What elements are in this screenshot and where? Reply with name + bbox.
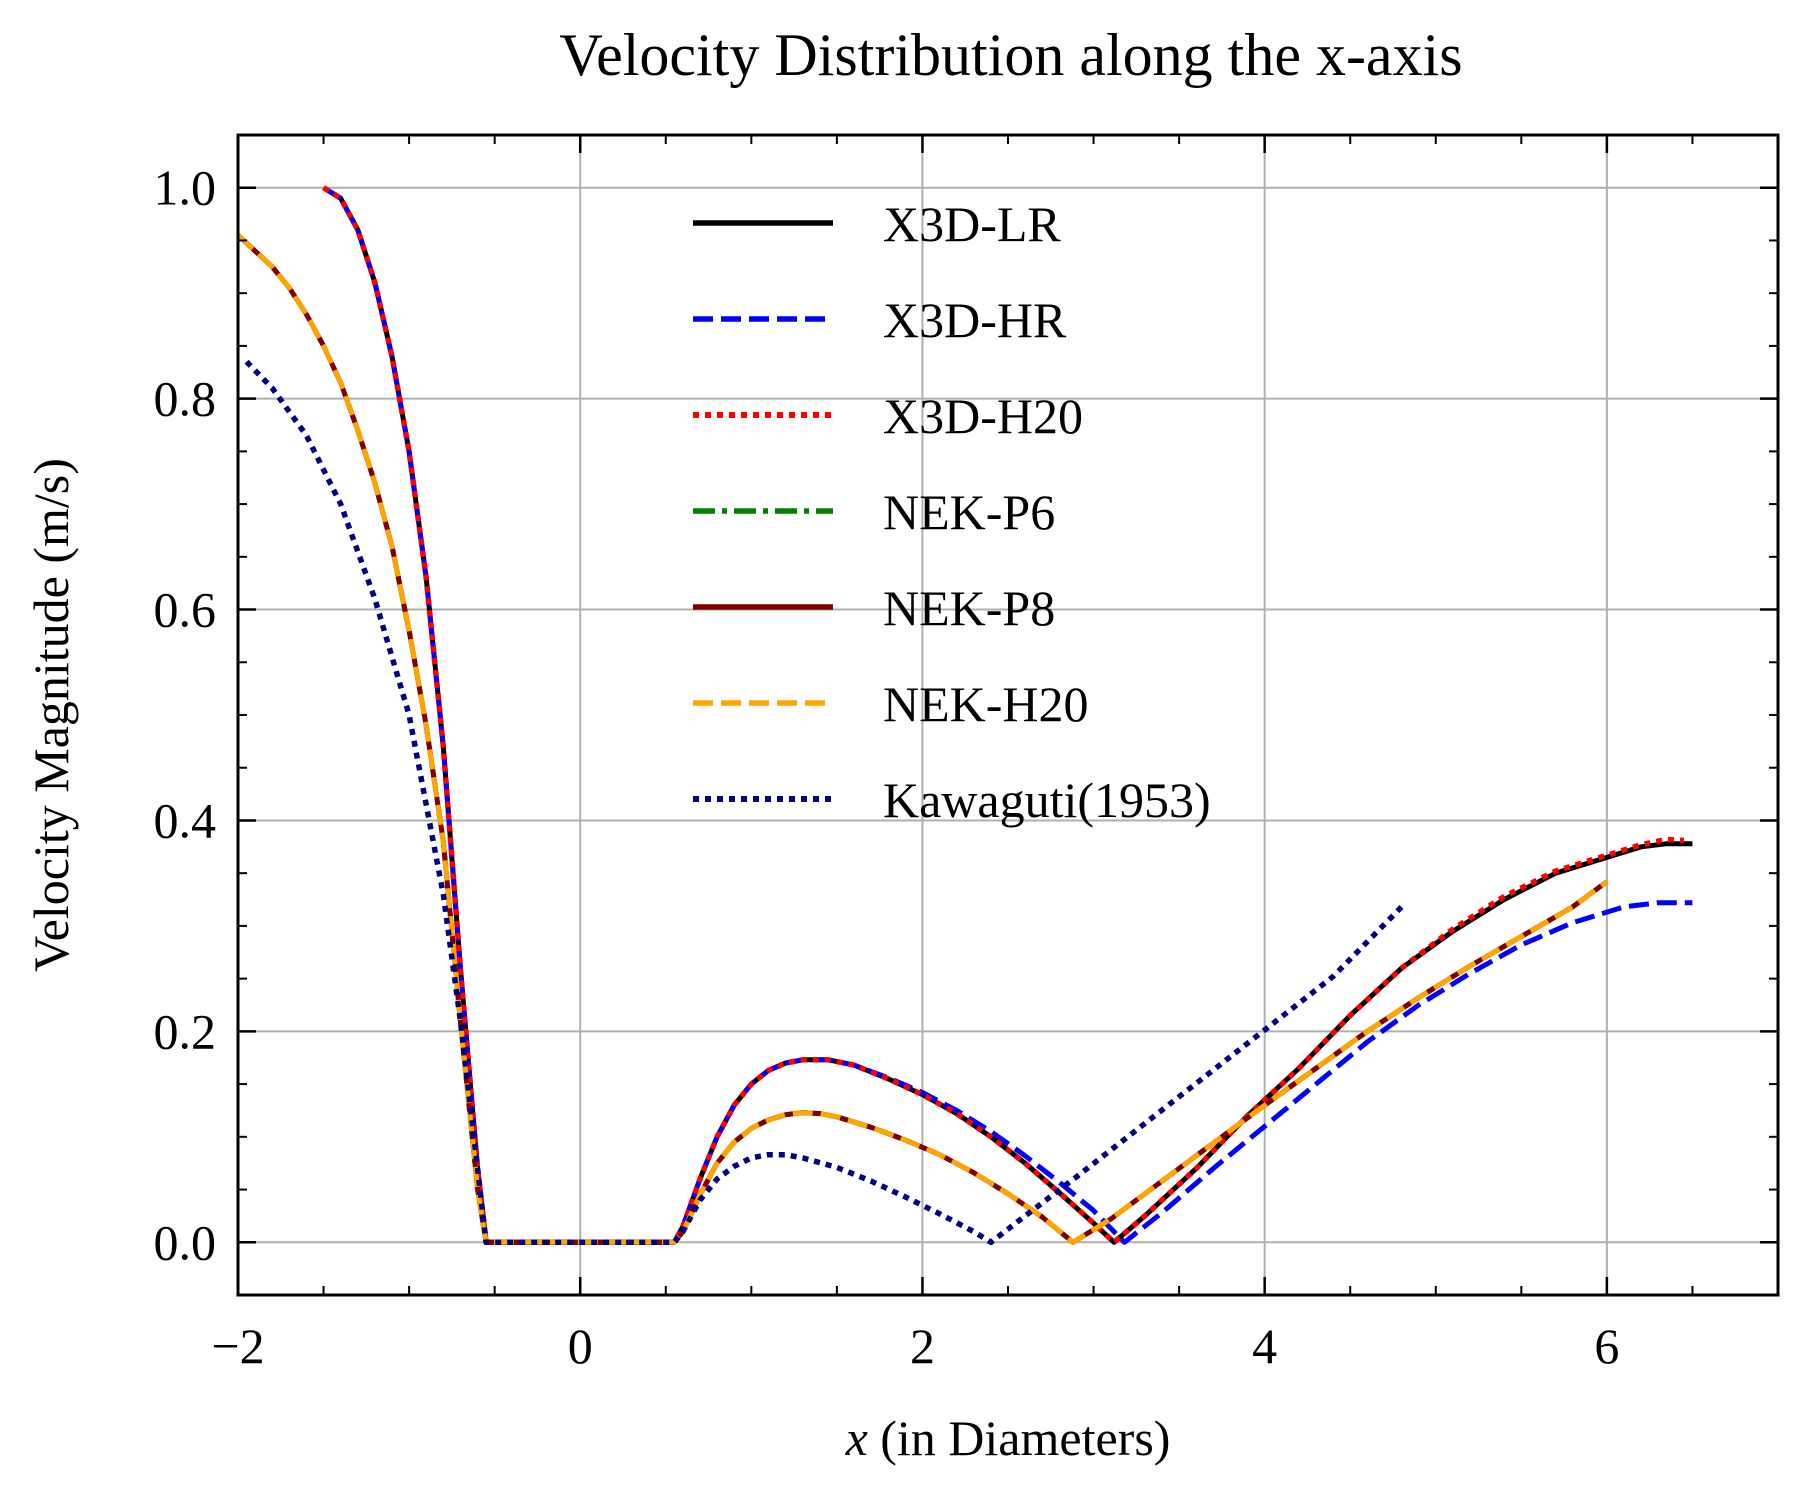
- x-axis-label-text: (in Diameters): [868, 1410, 1171, 1466]
- y-tick-label: 1.0: [154, 160, 217, 216]
- series-line-x3d-h20: [322, 185, 1685, 1246]
- x-axis-variable: x: [845, 1410, 868, 1466]
- y-tick-labels: 0.0 0.2 0.4 0.6 0.8 1.0: [154, 160, 217, 1271]
- legend-label-kawaguti-1953: Kawaguti(1953): [883, 772, 1211, 828]
- series-lines: [236, 185, 1693, 1246]
- x-tick-label: 2: [910, 1318, 935, 1374]
- series-line-nek-h20: [236, 233, 1609, 1245]
- legend: X3D-LR X3D-HR X3D-H20 NEK-P6 NEK-P8 NEK-H20 Ka…: [693, 196, 1211, 828]
- ticks: [236, 134, 1779, 1296]
- x-tick-label: −2: [211, 1318, 264, 1374]
- series-line-kawaguti-1953: [244, 359, 1404, 1246]
- legend-label-x3d-h20: X3D-H20: [883, 388, 1083, 444]
- x-tick-labels: −2 0 2 4 6: [211, 1318, 1619, 1374]
- x-tick-label: 4: [1252, 1318, 1277, 1374]
- legend-label-nek-h20: NEK-H20: [883, 676, 1089, 732]
- y-tick-label: 0.0: [154, 1214, 217, 1270]
- x-axis-label: x (in Diameters): [845, 1410, 1171, 1466]
- y-axis-label: Velocity Magnitude (m/s): [23, 458, 79, 972]
- y-tick-label: 0.8: [154, 371, 217, 427]
- legend-label-x3d-hr: X3D-HR: [883, 292, 1067, 348]
- y-tick-label: 0.2: [154, 1003, 217, 1059]
- legend-label-x3d-lr: X3D-LR: [883, 196, 1061, 252]
- x-tick-label: 6: [1594, 1318, 1619, 1374]
- legend-label-nek-p6: NEK-P6: [883, 484, 1055, 540]
- x-tick-label: 0: [568, 1318, 593, 1374]
- y-tick-label: 0.6: [154, 582, 217, 638]
- chart-title: Velocity Distribution along the x-axis: [559, 22, 1462, 88]
- y-tick-label: 0.4: [154, 792, 217, 848]
- legend-label-nek-p8: NEK-P8: [883, 580, 1055, 636]
